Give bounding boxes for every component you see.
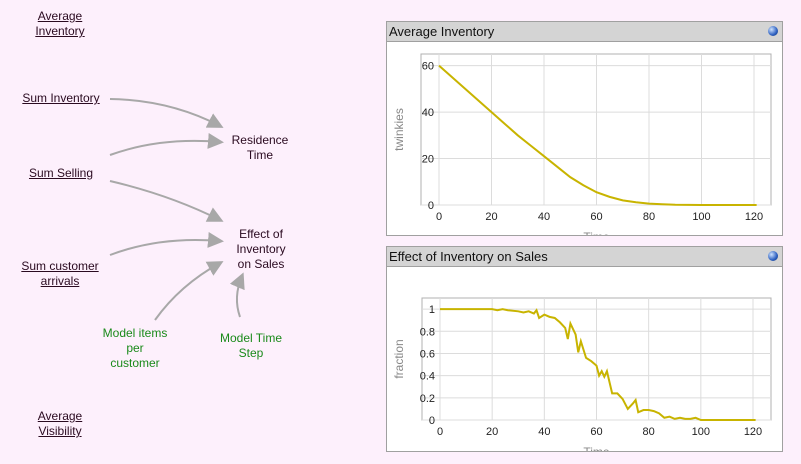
chart-average-inventory: 0 20 40 60 80 100 120 0 20 40 60 Time twinkies: [392, 53, 772, 244]
x-tick-label: 0: [437, 426, 443, 438]
x-tick-label: 60: [590, 426, 602, 438]
node-sum-customer-arrivals[interactable]: Sum customer arrivals: [21, 259, 99, 288]
x-tick-label: 0: [436, 211, 442, 223]
x-tick-label: 40: [538, 211, 550, 223]
options-orb-icon[interactable]: [768, 26, 778, 36]
series-line: [438, 64, 757, 206]
arrow-items-effect: [154, 261, 224, 321]
node-model-items-per-customer[interactable]: Model items per customer: [102, 326, 168, 370]
arrow-sum-selling-effect: [109, 180, 224, 222]
y-tick-label: 60: [422, 61, 434, 73]
link-arrows: [109, 98, 245, 321]
y-tick-label: 0: [428, 200, 434, 212]
series-line: [440, 308, 756, 421]
node-sum-selling[interactable]: Sum Selling: [28, 166, 94, 180]
x-axis-label: Time: [583, 230, 610, 235]
y-tick-label: 1: [429, 304, 435, 316]
x-tick-label: 60: [590, 211, 602, 223]
y-tick-label: 0.2: [420, 393, 435, 405]
y-axis-label: twinkies: [392, 108, 406, 151]
x-tick-label: 20: [485, 211, 497, 223]
y-axis-label: fraction: [392, 339, 406, 378]
x-tick-label: 120: [744, 426, 762, 438]
x-tick-label: 40: [538, 426, 550, 438]
chart-title: Effect of Inventory on Sales: [389, 249, 548, 264]
node-effect-of-inventory[interactable]: Effect of Inventory on Sales: [236, 227, 286, 271]
x-tick-label: 120: [745, 211, 763, 223]
y-tick-label: 0.8: [420, 326, 435, 338]
node-average-visibility[interactable]: Average Visibility: [37, 409, 83, 438]
node-residence-time[interactable]: Residence Time: [231, 133, 289, 162]
arrow-sum-inventory-residence: [109, 98, 224, 128]
x-tick-label: 100: [692, 211, 710, 223]
chart-panel-average-inventory: Average Inventory 0 20 40 60 80 100 120 0 20 40 60…: [386, 21, 783, 244]
chart-panel-effect-of-inventory: Effect of Inventory on Sales 0 20 40 60 80 10…: [386, 246, 783, 459]
chart-title: Average Inventory: [389, 24, 495, 39]
x-tick-label: 100: [692, 426, 710, 438]
arrow-arrivals-effect: [109, 232, 224, 256]
options-orb-icon[interactable]: [768, 251, 778, 261]
y-tick-label: 20: [422, 154, 434, 166]
node-sum-inventory[interactable]: Sum Inventory: [22, 91, 100, 105]
x-tick-label: 80: [643, 211, 655, 223]
x-tick-label: 20: [486, 426, 498, 438]
arrow-timestep-effect: [229, 272, 245, 318]
y-tick-label: 0.4: [420, 371, 435, 383]
x-axis-label: Time: [583, 445, 610, 451]
arrow-sum-selling-residence: [109, 133, 224, 156]
node-average-inventory[interactable]: Average Inventory: [35, 9, 85, 38]
node-model-time-step[interactable]: Model Time Step: [219, 331, 283, 360]
chart-effect-of-inventory: 0 20 40 60 80 100 120 0 0.2 0.4 0.6 0.8 1 Time fractio…: [392, 297, 772, 459]
x-tick-label: 80: [643, 426, 655, 438]
y-tick-label: 0: [429, 415, 435, 427]
y-tick-label: 40: [422, 107, 434, 119]
y-tick-label: 0.6: [420, 348, 435, 360]
